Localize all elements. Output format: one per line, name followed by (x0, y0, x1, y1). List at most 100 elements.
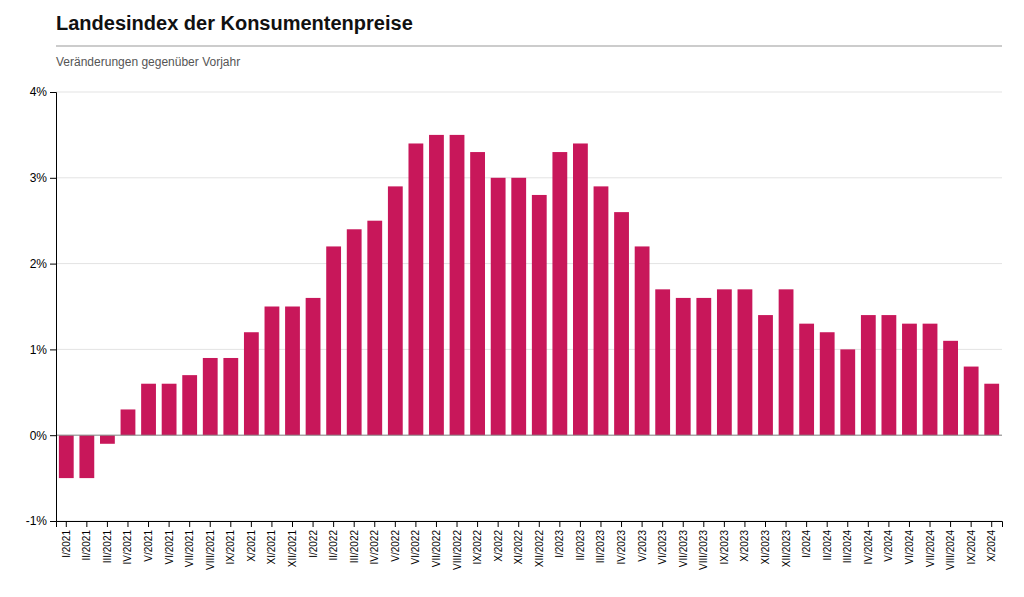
bar (594, 186, 609, 435)
bar (511, 178, 526, 435)
x-tick: VI/2023 (657, 521, 668, 564)
y-tick: -1% (26, 514, 56, 528)
y-tick: 0% (30, 429, 56, 443)
x-tick-mark (703, 521, 704, 527)
x-tick-mark (292, 521, 293, 527)
x-tick-mark (230, 521, 231, 527)
y-tick-label: 3% (30, 171, 48, 185)
x-tick-label: IX/2021 (225, 530, 236, 565)
bar (367, 221, 382, 436)
x-tick-mark (333, 521, 334, 527)
x-tick-mark (189, 521, 190, 527)
bar (306, 298, 321, 435)
bar (388, 186, 403, 435)
x-tick-mark (518, 521, 519, 527)
x-tick-mark (457, 521, 458, 527)
x-tick-label: IV/2024 (863, 530, 874, 565)
x-tick-mark (354, 521, 355, 527)
x-tick-mark (765, 521, 766, 527)
x-tick-mark (683, 521, 684, 527)
x-tick-mark (847, 521, 848, 527)
x-tick-mark (86, 521, 87, 527)
bar (450, 135, 465, 435)
bars (59, 135, 999, 478)
x-tick-label: III/2024 (842, 530, 853, 564)
x-tick: VI/2022 (410, 521, 421, 564)
grid-line (56, 435, 1002, 436)
y-tick-mark (50, 92, 56, 93)
x-tick-label: IV/2022 (369, 530, 380, 565)
bar (696, 298, 711, 435)
x-tick: IV/2024 (863, 521, 874, 564)
x-tick: VII/2024 (925, 521, 936, 567)
plot: -1%0%1%2%3%4%I/2021II/2021III/2021IV/202… (26, 85, 1003, 570)
x-tick-label: V/2023 (637, 530, 648, 562)
x-tick-mark (950, 521, 951, 527)
x-tick-mark (271, 521, 272, 527)
x-tick-label: I/2023 (554, 530, 565, 558)
x-tick: IX/2022 (472, 521, 483, 564)
x-tick-mark (642, 521, 643, 527)
x-tick-mark (66, 521, 67, 527)
x-tick-label: III/2023 (595, 530, 606, 564)
x-tick-mark (374, 521, 375, 527)
x-tick-mark (559, 521, 560, 527)
bar (182, 375, 197, 435)
x-tick: XII/2022 (534, 521, 545, 567)
x-tick: V/2022 (390, 521, 401, 562)
x-tick-mark (806, 521, 807, 527)
x-tick-label: X/2022 (493, 530, 504, 562)
bar (532, 195, 547, 435)
x-tick-mark (888, 521, 889, 527)
bar (162, 384, 177, 435)
x-tick-mark (436, 521, 437, 527)
x-tick-label: VI/2021 (164, 530, 175, 565)
x-tick-mark (786, 521, 787, 527)
bar (738, 289, 753, 435)
y-tick-mark (50, 178, 56, 179)
y-tick-mark (50, 435, 56, 436)
y-axis: -1%0%1%2%3%4% (26, 85, 57, 528)
x-tick-label: XII/2023 (781, 530, 792, 568)
x-axis: I/2021II/2021III/2021IV/2021V/2021VI/202… (57, 521, 1003, 570)
x-tick-label: III/2021 (102, 530, 113, 564)
x-tick-label: VIII/2022 (452, 530, 463, 570)
x-tick-mark (991, 521, 992, 527)
bar (491, 178, 506, 435)
y-tick: 3% (30, 171, 56, 185)
bar (820, 332, 835, 435)
bar (573, 143, 588, 435)
bar (758, 315, 773, 435)
bar (676, 298, 691, 435)
x-tick: IV/2023 (616, 521, 627, 564)
title-rule (56, 46, 1002, 47)
x-tick-label: IX/2022 (472, 530, 483, 565)
x-tick-mark (662, 521, 663, 527)
x-tick: X/2023 (739, 521, 750, 562)
x-tick-mark (415, 521, 416, 527)
x-tick: V/2023 (637, 521, 648, 562)
y-tick-mark (50, 264, 56, 265)
x-tick-label: II/2022 (328, 530, 339, 561)
bar (840, 349, 855, 435)
x-tick-mark (744, 521, 745, 527)
x-tick-mark (868, 521, 869, 527)
x-tick-label: IV/2021 (122, 530, 133, 565)
x-tick-label: XI/2023 (760, 530, 771, 565)
x-tick-mark (580, 521, 581, 527)
x-tick-label: XI/2021 (266, 530, 277, 565)
grid-line (56, 263, 1002, 264)
bar (635, 246, 650, 435)
x-tick-label: IX/2023 (719, 530, 730, 565)
x-tick: VII/2023 (678, 521, 689, 567)
x-tick: III/2022 (349, 521, 360, 563)
x-tick-label: X/2023 (739, 530, 750, 562)
bar (943, 341, 958, 435)
bar (265, 307, 280, 436)
x-tick-mark (827, 521, 828, 527)
x-tick: II/2022 (328, 521, 339, 561)
x-tick-label: VIII/2021 (205, 530, 216, 570)
x-tick-label: IX/2024 (966, 530, 977, 565)
bar (799, 324, 814, 436)
x-tick-mark (971, 521, 972, 527)
